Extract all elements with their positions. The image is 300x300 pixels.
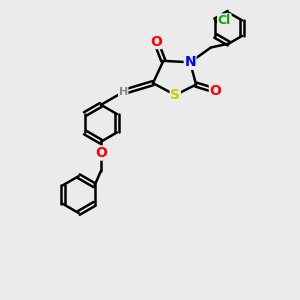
Text: O: O xyxy=(95,146,107,160)
Text: O: O xyxy=(209,84,221,98)
Text: H: H xyxy=(118,87,128,97)
Text: N: N xyxy=(184,55,196,69)
Text: O: O xyxy=(150,34,162,49)
Text: Cl: Cl xyxy=(218,14,231,27)
Text: S: S xyxy=(170,88,180,102)
